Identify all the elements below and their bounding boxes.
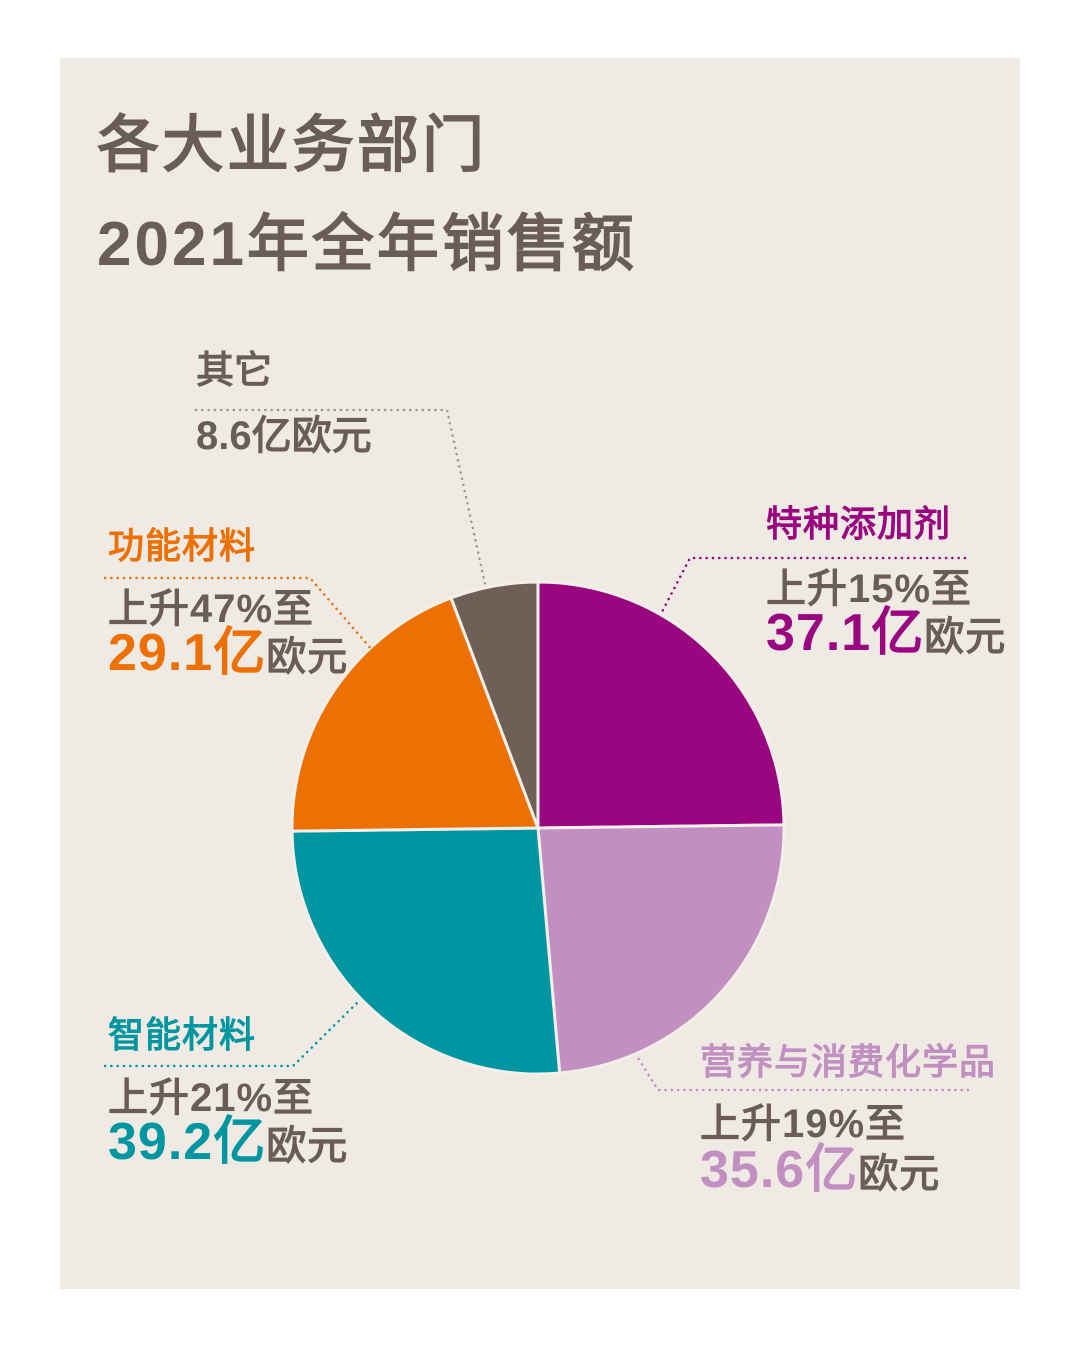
connector-other bbox=[194, 408, 487, 586]
connector-smart bbox=[103, 1001, 359, 1068]
pie-slice-specialty bbox=[536, 580, 786, 830]
pie-slice-nutrition bbox=[536, 823, 786, 1075]
segment-amount-nutrition: 35.6亿 欧元 bbox=[700, 1141, 940, 1201]
amount-unit: 欧元 bbox=[266, 1124, 349, 1168]
amount-value: 37.1亿 bbox=[766, 604, 925, 662]
segment-amount-functional: 29.1亿 欧元 bbox=[108, 624, 348, 684]
segment-label-functional: 功能材料 bbox=[108, 525, 257, 566]
connector-specialty bbox=[660, 556, 967, 614]
amount-value: 35.6亿 bbox=[700, 1141, 859, 1199]
amount-unit: 欧元 bbox=[924, 615, 1007, 659]
page-title-line2: 2021年全年销售额 bbox=[97, 210, 637, 279]
page-title: 各大业务部门 2021年全年销售额 bbox=[97, 96, 637, 294]
segment-label-smart: 智能材料 bbox=[108, 1014, 257, 1055]
pie-slice-smart bbox=[290, 826, 562, 1076]
connector-nutrition bbox=[636, 1056, 970, 1092]
segment-change-functional: 上升47%至 bbox=[108, 587, 315, 631]
segment-label-other: 其它 bbox=[196, 350, 273, 392]
amount-unit: 欧元 bbox=[266, 635, 349, 679]
segment-change-smart: 上升21%至 bbox=[108, 1076, 315, 1120]
pie-slice-functional bbox=[290, 596, 540, 833]
segment-change-specialty: 上升15%至 bbox=[766, 567, 973, 611]
segment-label-nutrition: 营养与消费化学品 bbox=[700, 1041, 997, 1082]
page-title-line1: 各大业务部门 bbox=[97, 111, 488, 180]
segment-amount-smart: 39.2亿 欧元 bbox=[108, 1113, 348, 1173]
segment-change-nutrition: 上升19%至 bbox=[700, 1102, 907, 1146]
connector-lines bbox=[103, 408, 970, 1092]
segment-amount-specialty: 37.1亿 欧元 bbox=[766, 604, 1006, 664]
connector-functional bbox=[103, 576, 374, 652]
pie-chart bbox=[290, 580, 786, 1076]
amount-value: 39.2亿 bbox=[108, 1113, 267, 1171]
pie-slice-other bbox=[449, 580, 540, 830]
amount-value: 29.1亿 bbox=[108, 624, 267, 682]
segment-label-specialty: 特种添加剂 bbox=[766, 503, 952, 544]
amount-unit: 欧元 bbox=[858, 1152, 941, 1196]
segment-amount-other: 8.6亿欧元 bbox=[196, 414, 372, 458]
